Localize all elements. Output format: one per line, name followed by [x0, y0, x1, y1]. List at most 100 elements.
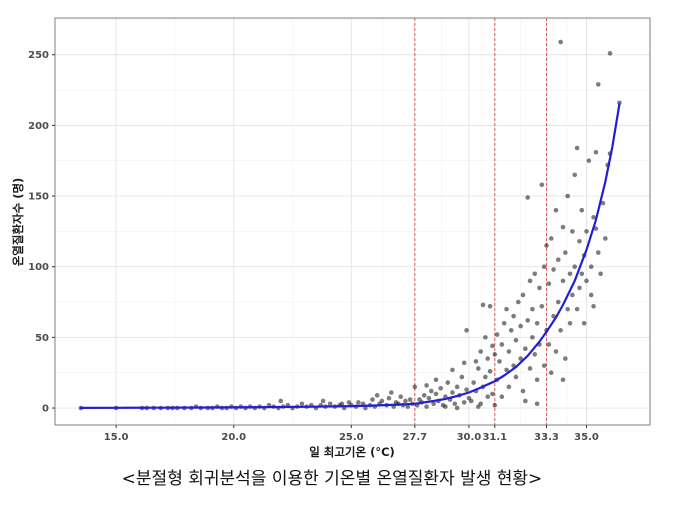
data-point	[546, 281, 552, 286]
data-point	[459, 374, 465, 380]
y-tick-label: 150	[28, 192, 49, 203]
data-point	[506, 384, 512, 390]
data-point	[363, 405, 368, 411]
data-point	[532, 271, 538, 277]
breakpoint-lines	[414, 18, 548, 425]
data-point	[527, 366, 533, 371]
data-point	[565, 193, 570, 199]
data-point	[555, 299, 561, 305]
x-tick-label: 25.0	[339, 432, 364, 443]
x-tick-label: 27.7	[402, 432, 427, 443]
data-point	[548, 370, 554, 376]
x-tick-label: 15.0	[104, 432, 129, 443]
data-point	[593, 149, 599, 155]
data-point	[591, 214, 596, 220]
data-point	[534, 377, 540, 383]
data-point	[586, 158, 592, 164]
data-point	[551, 313, 556, 319]
data-point	[570, 292, 575, 298]
data-point	[560, 278, 566, 284]
x-tick-label: 31.1	[482, 432, 507, 443]
data-point	[567, 320, 573, 326]
data-point	[553, 349, 559, 354]
chart-caption: <분절형 회귀분석을 이용한 기온별 온열질환자 발생 현황>	[122, 469, 543, 489]
data-point	[603, 236, 608, 241]
data-point	[572, 264, 578, 270]
data-point	[428, 388, 434, 394]
data-point	[452, 401, 458, 407]
data-point	[567, 271, 573, 277]
data-point	[424, 383, 429, 388]
y-tick-label: 100	[28, 262, 49, 273]
data-point	[513, 374, 519, 380]
data-point	[574, 145, 580, 151]
data-point	[490, 343, 495, 349]
data-point	[426, 395, 432, 401]
data-point	[492, 402, 498, 408]
data-point	[572, 172, 578, 178]
x-axis: 15.0 20.0 25.0 27.7 30.0 31.1 33.3 35.0	[104, 425, 599, 443]
data-point	[476, 404, 481, 409]
data-point	[539, 303, 545, 309]
data-point	[473, 359, 479, 364]
y-tick-label: 50	[35, 333, 49, 344]
data-point	[520, 388, 526, 394]
data-point	[398, 394, 404, 400]
data-point	[579, 207, 585, 213]
data-point	[525, 195, 531, 200]
data-point	[537, 285, 542, 291]
data-point	[607, 51, 613, 56]
grid	[55, 18, 650, 425]
data-point	[454, 405, 460, 411]
data-point	[438, 385, 443, 391]
data-point	[584, 278, 589, 284]
data-point	[504, 306, 509, 312]
data-point	[424, 404, 429, 409]
data-point	[518, 323, 523, 329]
data-point	[499, 394, 505, 400]
data-point	[431, 401, 436, 407]
data-point	[548, 236, 554, 241]
data-point	[443, 404, 448, 409]
data-point	[593, 226, 599, 231]
data-point	[490, 391, 495, 397]
data-point	[534, 401, 540, 407]
fit-curve	[79, 103, 621, 409]
data-point	[579, 271, 585, 277]
data-point	[501, 320, 507, 326]
data-point	[487, 368, 493, 374]
data-point	[558, 328, 563, 333]
data-point	[527, 278, 533, 284]
data-point	[565, 306, 570, 312]
data-point	[525, 318, 531, 323]
data-point	[511, 313, 516, 319]
data-point	[551, 267, 556, 272]
data-point	[480, 302, 486, 308]
data-point	[433, 377, 439, 383]
data-point	[570, 229, 575, 234]
data-point	[595, 250, 601, 255]
data-point	[454, 384, 460, 390]
data-point	[523, 398, 528, 404]
x-tick-label: 30.0	[457, 432, 482, 443]
data-point	[560, 377, 566, 383]
data-point	[577, 285, 582, 291]
data-point	[506, 349, 512, 354]
data-point	[320, 398, 326, 404]
data-point	[541, 363, 547, 368]
data-point	[508, 328, 514, 333]
data-point	[450, 367, 455, 373]
data-point	[494, 332, 500, 337]
data-point	[370, 397, 375, 402]
data-point	[483, 374, 488, 380]
data-point	[386, 395, 392, 401]
data-point	[485, 394, 491, 400]
data-point	[563, 250, 568, 255]
data-point	[600, 200, 606, 206]
data-point	[518, 356, 523, 361]
data-point	[492, 352, 498, 357]
data-point	[407, 397, 413, 402]
data-point	[497, 359, 502, 364]
data-point	[574, 306, 580, 312]
data-point	[339, 401, 345, 407]
